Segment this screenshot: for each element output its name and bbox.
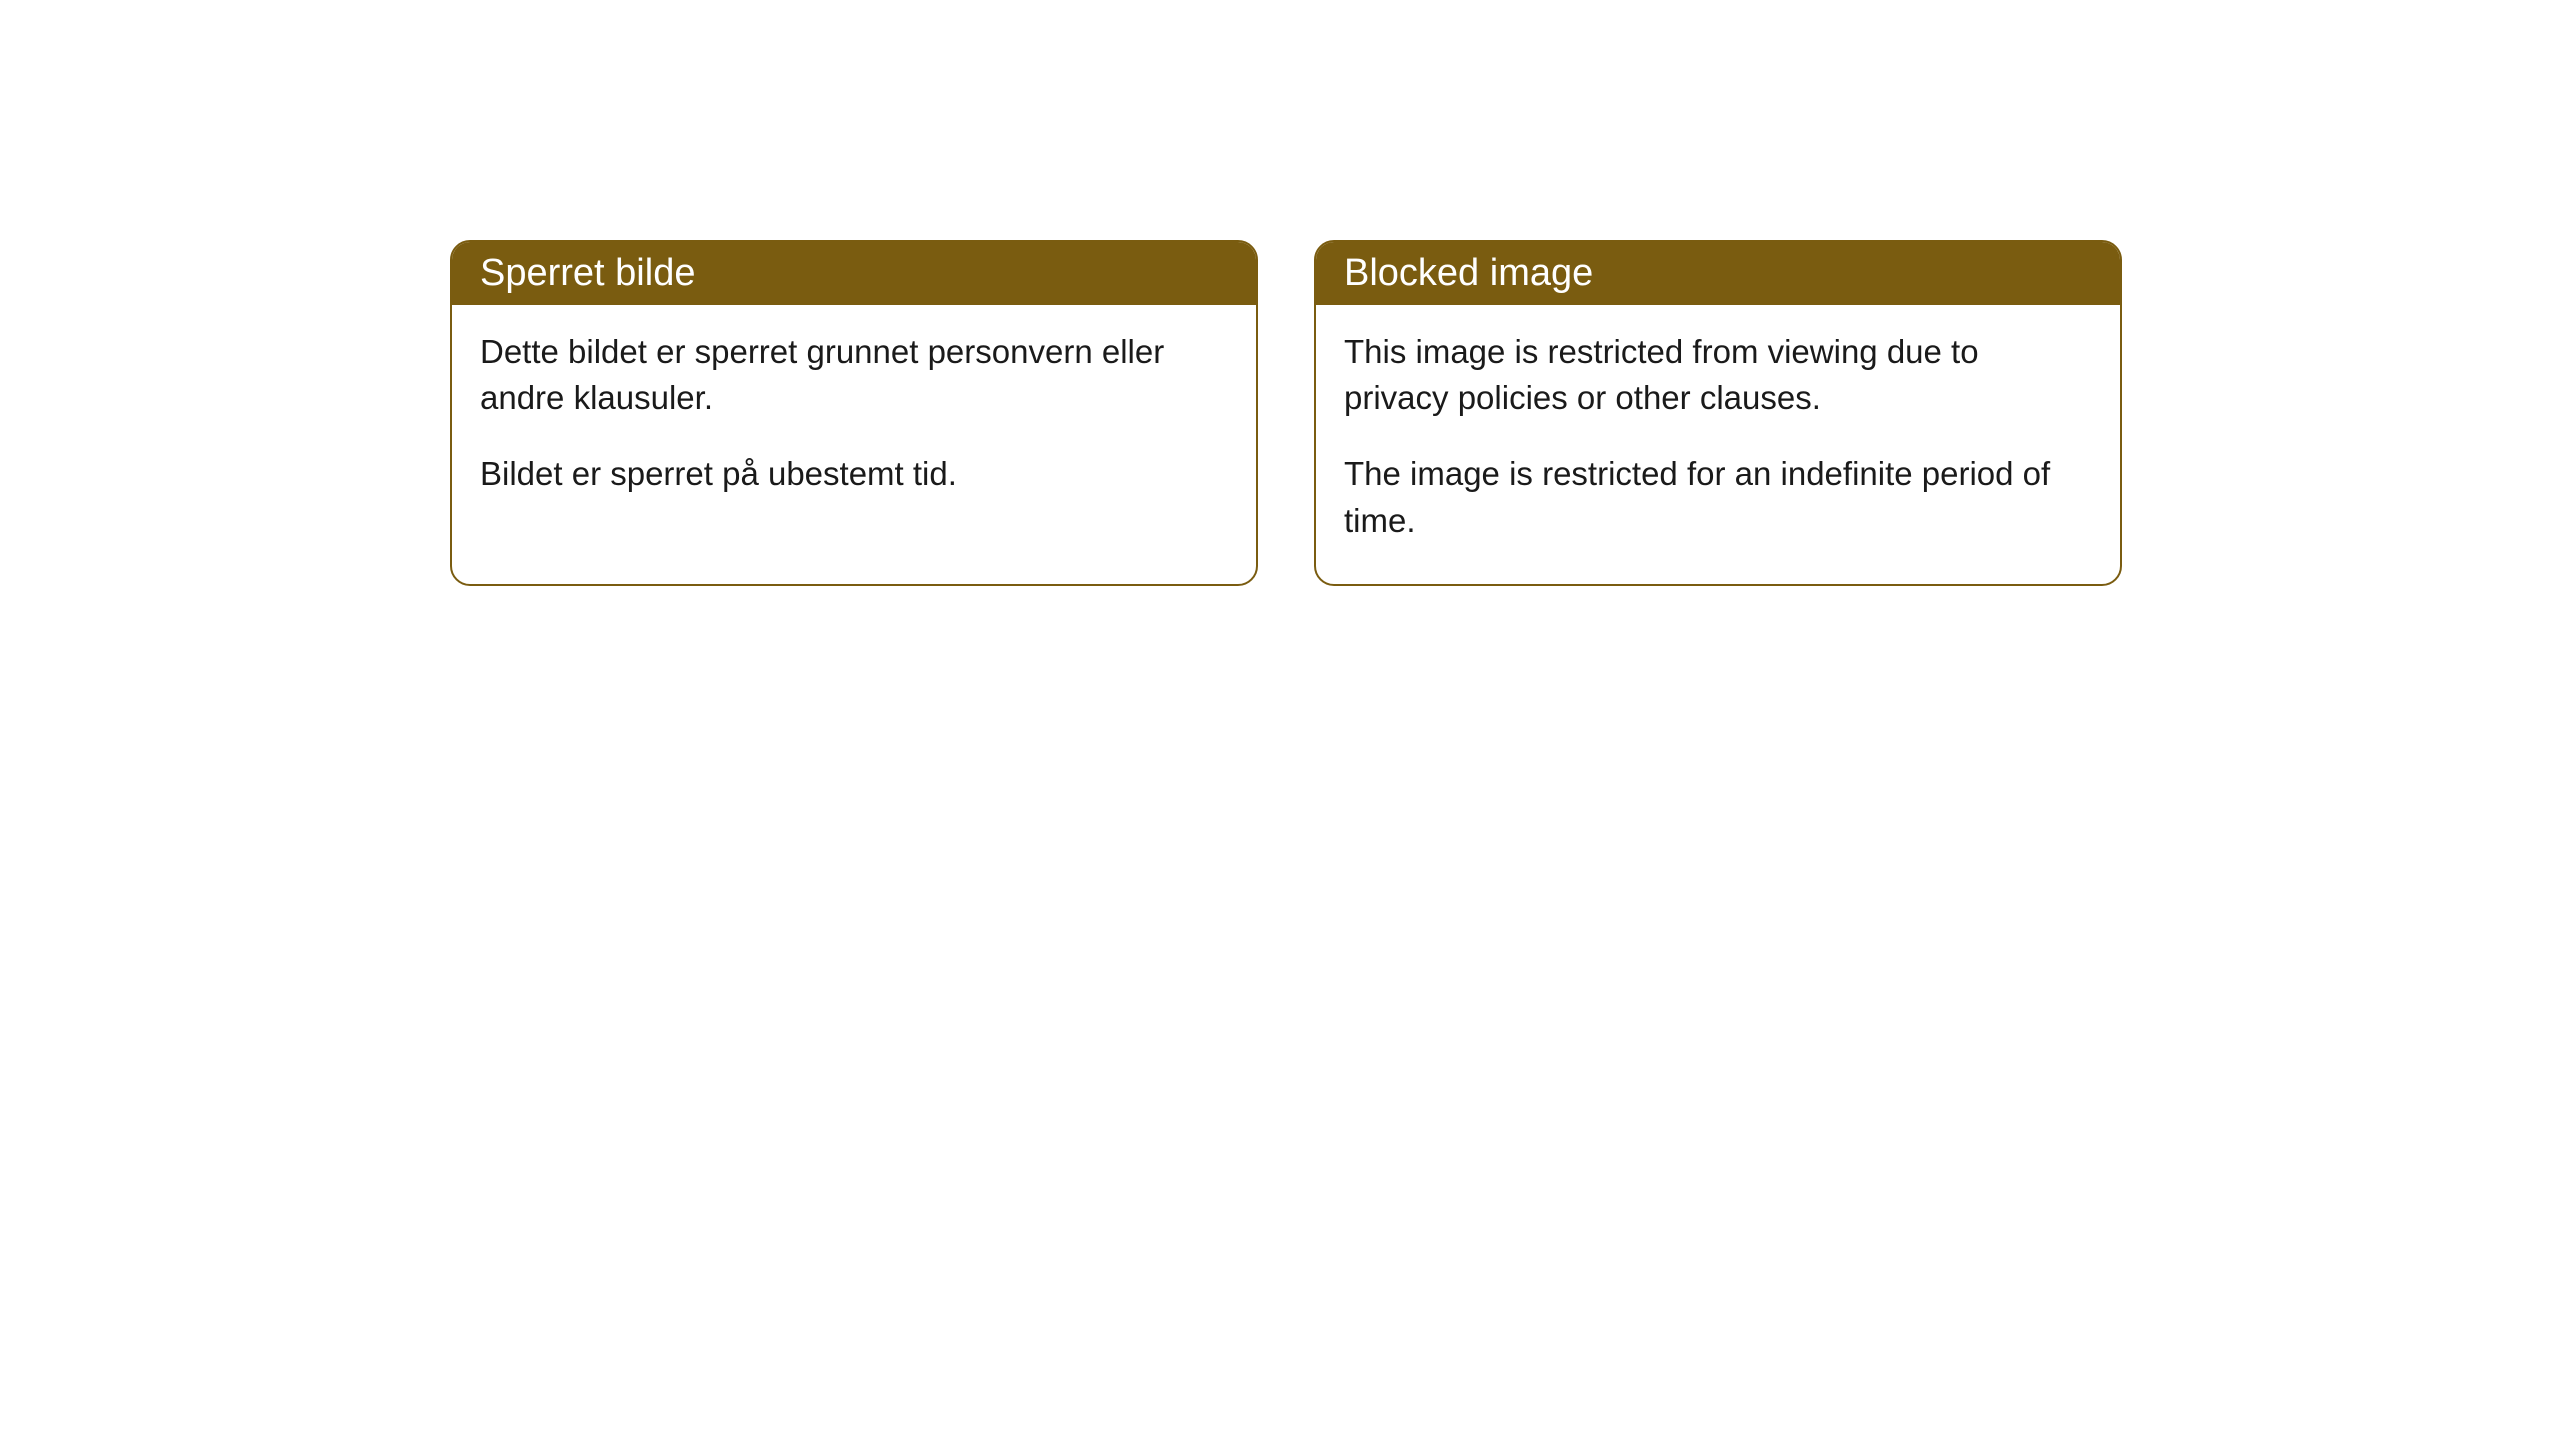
- notice-body: This image is restricted from viewing du…: [1316, 305, 2120, 584]
- notice-card-norwegian: Sperret bilde Dette bildet er sperret gr…: [450, 240, 1258, 586]
- notice-paragraph: Bildet er sperret på ubestemt tid.: [480, 451, 1228, 497]
- notice-title: Blocked image: [1344, 252, 1593, 294]
- notice-paragraph: Dette bildet er sperret grunnet personve…: [480, 329, 1228, 421]
- notice-paragraph: This image is restricted from viewing du…: [1344, 329, 2092, 421]
- notice-container: Sperret bilde Dette bildet er sperret gr…: [450, 240, 2122, 586]
- notice-card-english: Blocked image This image is restricted f…: [1314, 240, 2122, 586]
- notice-header: Sperret bilde: [452, 242, 1256, 305]
- notice-header: Blocked image: [1316, 242, 2120, 305]
- notice-title: Sperret bilde: [480, 252, 695, 294]
- notice-body: Dette bildet er sperret grunnet personve…: [452, 305, 1256, 538]
- notice-paragraph: The image is restricted for an indefinit…: [1344, 451, 2092, 543]
